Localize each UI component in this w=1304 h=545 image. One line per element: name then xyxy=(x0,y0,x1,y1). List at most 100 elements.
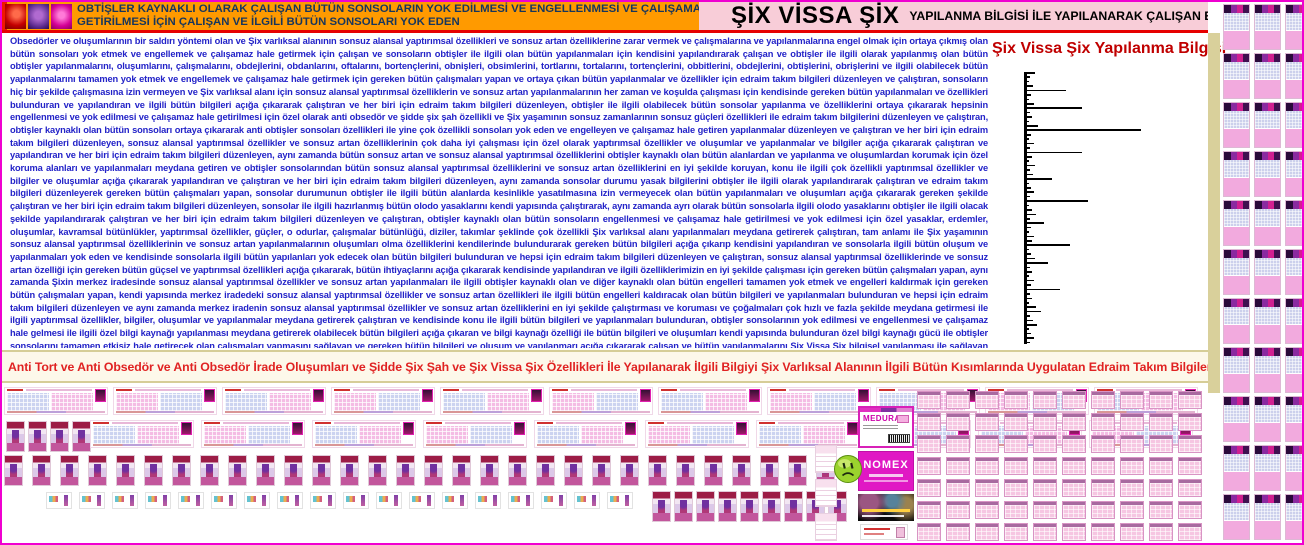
grid-thumbnail[interactable] xyxy=(917,413,941,431)
product-thumbnail[interactable] xyxy=(284,455,303,486)
grid-thumbnail[interactable] xyxy=(1178,413,1202,431)
grid-thumbnail[interactable] xyxy=(1062,391,1086,409)
mini-thumbnail[interactable] xyxy=(277,492,303,509)
product-thumbnail[interactable] xyxy=(60,455,79,486)
product-thumbnail[interactable] xyxy=(144,455,163,486)
thumbnail-card[interactable] xyxy=(549,387,653,415)
grid-thumbnail[interactable] xyxy=(1062,523,1086,541)
rail-thumbnail[interactable] xyxy=(1254,494,1281,540)
grid-thumbnail[interactable] xyxy=(1062,501,1086,519)
product-thumbnail[interactable] xyxy=(452,455,471,486)
mini-thumbnail[interactable] xyxy=(343,492,369,509)
rail-thumbnail[interactable] xyxy=(1223,151,1250,197)
mini-thumbnail[interactable] xyxy=(475,492,501,509)
rail-thumbnail[interactable] xyxy=(1285,298,1302,344)
product-thumbnail[interactable] xyxy=(424,455,443,486)
grid-thumbnail[interactable] xyxy=(1149,501,1173,519)
grid-thumbnail[interactable] xyxy=(1120,391,1144,409)
product-thumbnail[interactable] xyxy=(704,455,723,486)
product-thumbnail[interactable] xyxy=(592,455,611,486)
grid-thumbnail[interactable] xyxy=(975,501,999,519)
rail-thumbnail[interactable] xyxy=(1285,4,1302,50)
grid-thumbnail[interactable] xyxy=(975,479,999,497)
grid-thumbnail[interactable] xyxy=(1004,501,1028,519)
rail-thumbnail[interactable] xyxy=(1254,298,1281,344)
mini-thumbnail[interactable] xyxy=(244,492,270,509)
product-thumbnail[interactable] xyxy=(480,455,499,486)
product-thumbnail[interactable] xyxy=(652,491,671,522)
mini-thumbnail[interactable] xyxy=(409,492,435,509)
grid-thumbnail[interactable] xyxy=(917,457,941,475)
product-thumbnail[interactable] xyxy=(396,455,415,486)
rail-thumbnail[interactable] xyxy=(1254,445,1281,491)
grid-thumbnail[interactable] xyxy=(1149,457,1173,475)
product-thumbnail[interactable] xyxy=(4,455,23,486)
rail-thumbnail[interactable] xyxy=(1285,151,1302,197)
grid-thumbnail[interactable] xyxy=(946,523,970,541)
grid-thumbnail[interactable] xyxy=(975,413,999,431)
rail-thumbnail[interactable] xyxy=(1254,249,1281,295)
grid-thumbnail[interactable] xyxy=(1091,457,1115,475)
mini-thumbnail[interactable] xyxy=(541,492,567,509)
product-thumbnail[interactable] xyxy=(28,421,47,452)
small-card-thumbnail[interactable] xyxy=(815,479,837,507)
grid-thumbnail[interactable] xyxy=(917,479,941,497)
rail-thumbnail[interactable] xyxy=(1285,494,1302,540)
product-thumbnail[interactable] xyxy=(718,491,737,522)
thumbnail-card[interactable] xyxy=(113,387,217,415)
product-thumbnail[interactable] xyxy=(696,491,715,522)
product-thumbnail[interactable] xyxy=(732,455,751,486)
grid-thumbnail[interactable] xyxy=(1062,457,1086,475)
grid-thumbnail[interactable] xyxy=(1033,457,1057,475)
grid-thumbnail[interactable] xyxy=(975,435,999,453)
grid-thumbnail[interactable] xyxy=(1178,435,1202,453)
sad-smiley-icon[interactable] xyxy=(833,454,863,484)
grid-thumbnail[interactable] xyxy=(1091,391,1115,409)
grid-thumbnail[interactable] xyxy=(917,391,941,409)
grid-thumbnail[interactable] xyxy=(1062,435,1086,453)
grid-thumbnail[interactable] xyxy=(1033,479,1057,497)
product-thumbnail[interactable] xyxy=(116,455,135,486)
mini-thumbnail[interactable] xyxy=(178,492,204,509)
grid-thumbnail[interactable] xyxy=(1033,435,1057,453)
mini-thumbnail[interactable] xyxy=(607,492,633,509)
grid-thumbnail[interactable] xyxy=(1178,457,1202,475)
thumbnail-card[interactable] xyxy=(90,420,194,448)
mini-thumbnail[interactable] xyxy=(211,492,237,509)
mini-thumbnail[interactable] xyxy=(46,492,72,509)
grid-thumbnail[interactable] xyxy=(1004,457,1028,475)
thumbnail-card[interactable] xyxy=(658,387,762,415)
nomex-ad-banner[interactable]: NOMEX xyxy=(858,451,914,491)
rail-thumbnail[interactable] xyxy=(1223,53,1250,99)
product-thumbnail[interactable] xyxy=(6,421,25,452)
product-thumbnail[interactable] xyxy=(784,491,803,522)
grid-thumbnail[interactable] xyxy=(1004,413,1028,431)
rail-thumbnail[interactable] xyxy=(1285,53,1302,99)
grid-thumbnail[interactable] xyxy=(946,435,970,453)
rail-thumbnail[interactable] xyxy=(1254,53,1281,99)
product-thumbnail[interactable] xyxy=(620,455,639,486)
rail-thumbnail[interactable] xyxy=(1223,494,1250,540)
grid-thumbnail[interactable] xyxy=(1120,457,1144,475)
small-card-thumbnail[interactable] xyxy=(815,445,837,473)
grid-thumbnail[interactable] xyxy=(1091,501,1115,519)
meurav-ad-banner[interactable]: MEDURAV xyxy=(858,406,914,448)
mini-thumbnail[interactable] xyxy=(79,492,105,509)
mini-thumbnail[interactable] xyxy=(376,492,402,509)
grid-thumbnail[interactable] xyxy=(917,435,941,453)
grid-thumbnail[interactable] xyxy=(1033,413,1057,431)
thumbnail-card[interactable] xyxy=(4,387,108,415)
mini-thumbnail[interactable] xyxy=(310,492,336,509)
grid-thumbnail[interactable] xyxy=(946,413,970,431)
grid-thumbnail[interactable] xyxy=(1004,391,1028,409)
rail-thumbnail[interactable] xyxy=(1254,4,1281,50)
grid-thumbnail[interactable] xyxy=(1062,413,1086,431)
product-thumbnail[interactable] xyxy=(536,455,555,486)
grid-thumbnail[interactable] xyxy=(946,501,970,519)
rail-thumbnail[interactable] xyxy=(1254,151,1281,197)
grid-thumbnail[interactable] xyxy=(946,479,970,497)
rail-thumbnail[interactable] xyxy=(1223,102,1250,148)
grid-thumbnail[interactable] xyxy=(1149,391,1173,409)
rail-thumbnail[interactable] xyxy=(1223,298,1250,344)
product-thumbnail[interactable] xyxy=(312,455,331,486)
